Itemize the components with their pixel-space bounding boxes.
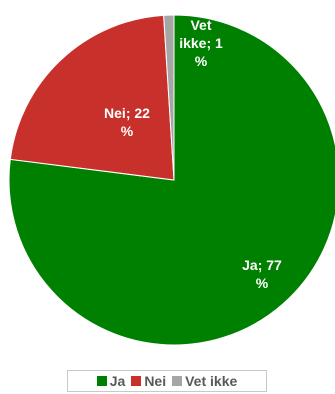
legend-item-vet-ikke: Vet ikke xyxy=(172,373,237,389)
legend-swatch-vet-ikke xyxy=(172,376,183,386)
data-label-line: % xyxy=(195,53,208,69)
data-label-line: Nei; 22 xyxy=(104,105,150,121)
legend-item-ja: Ja xyxy=(96,373,126,389)
data-label-line: ikke; 1 xyxy=(179,35,223,51)
pie-slice-vet-ikke xyxy=(163,14,175,181)
legend-item-nei: Nei xyxy=(131,373,166,389)
legend-label-ja: Ja xyxy=(109,373,126,389)
data-label-line: Vet xyxy=(190,17,211,33)
legend-swatch-nei xyxy=(131,376,142,386)
data-label-line: % xyxy=(121,123,134,139)
legend-label-vet-ikke: Vet ikke xyxy=(185,373,238,389)
data-label-nei: Nei; 22% xyxy=(104,105,150,139)
legend-swatch-ja xyxy=(96,376,107,386)
legend-label-nei: Nei xyxy=(144,373,167,389)
data-label-line: % xyxy=(256,275,269,291)
data-label-vet-ikke: Vet ikke; 1% xyxy=(179,17,223,69)
chart-legend: Ja Nei Vet ikke xyxy=(67,370,267,392)
pie-chart: Ja; 77 %Nei; 22 %Vet ikke; 1% xyxy=(8,14,335,346)
pie-slices xyxy=(8,14,335,346)
pie-slice-nei xyxy=(9,14,175,181)
pie-labels: Ja; 77 %Nei; 22 %Vet ikke; 1% xyxy=(104,17,282,291)
data-label-ja: Ja; 77% xyxy=(242,257,282,291)
data-label-line: Ja; 77 xyxy=(242,257,282,273)
